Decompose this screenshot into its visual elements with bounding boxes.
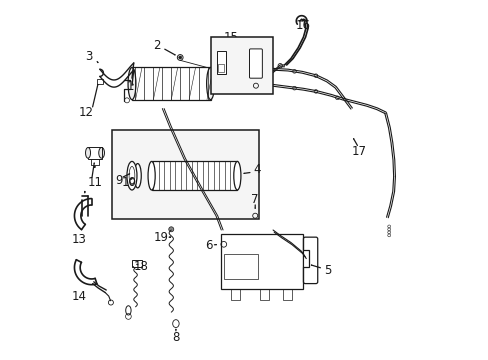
Circle shape <box>179 56 181 59</box>
Text: 2: 2 <box>153 39 161 52</box>
Text: 12: 12 <box>79 105 94 119</box>
Circle shape <box>168 227 173 232</box>
Text: 1: 1 <box>127 80 134 93</box>
FancyBboxPatch shape <box>249 49 262 78</box>
Ellipse shape <box>134 163 141 188</box>
Ellipse shape <box>148 161 155 190</box>
Text: 3: 3 <box>85 50 93 63</box>
Text: 5: 5 <box>323 264 330 277</box>
Ellipse shape <box>128 67 136 100</box>
Bar <box>112 130 258 219</box>
FancyBboxPatch shape <box>217 51 225 74</box>
Text: 13: 13 <box>71 233 86 246</box>
Text: 7: 7 <box>251 193 259 206</box>
Text: 16: 16 <box>295 19 310 32</box>
Text: 8: 8 <box>172 331 179 344</box>
Ellipse shape <box>206 67 214 100</box>
Text: 9: 9 <box>115 174 122 186</box>
Text: 18: 18 <box>133 260 148 273</box>
Ellipse shape <box>233 161 241 190</box>
Text: 15: 15 <box>224 31 238 44</box>
Text: 6: 6 <box>204 239 212 252</box>
Text: 11: 11 <box>87 176 102 189</box>
Bar <box>210 37 272 94</box>
Ellipse shape <box>127 161 137 190</box>
Ellipse shape <box>85 148 90 158</box>
Text: 4: 4 <box>253 163 260 176</box>
Ellipse shape <box>99 148 104 158</box>
Text: 10: 10 <box>122 176 137 189</box>
FancyBboxPatch shape <box>151 161 237 190</box>
Text: 14: 14 <box>72 289 87 303</box>
Text: 19: 19 <box>154 231 169 244</box>
Text: 17: 17 <box>350 145 366 158</box>
